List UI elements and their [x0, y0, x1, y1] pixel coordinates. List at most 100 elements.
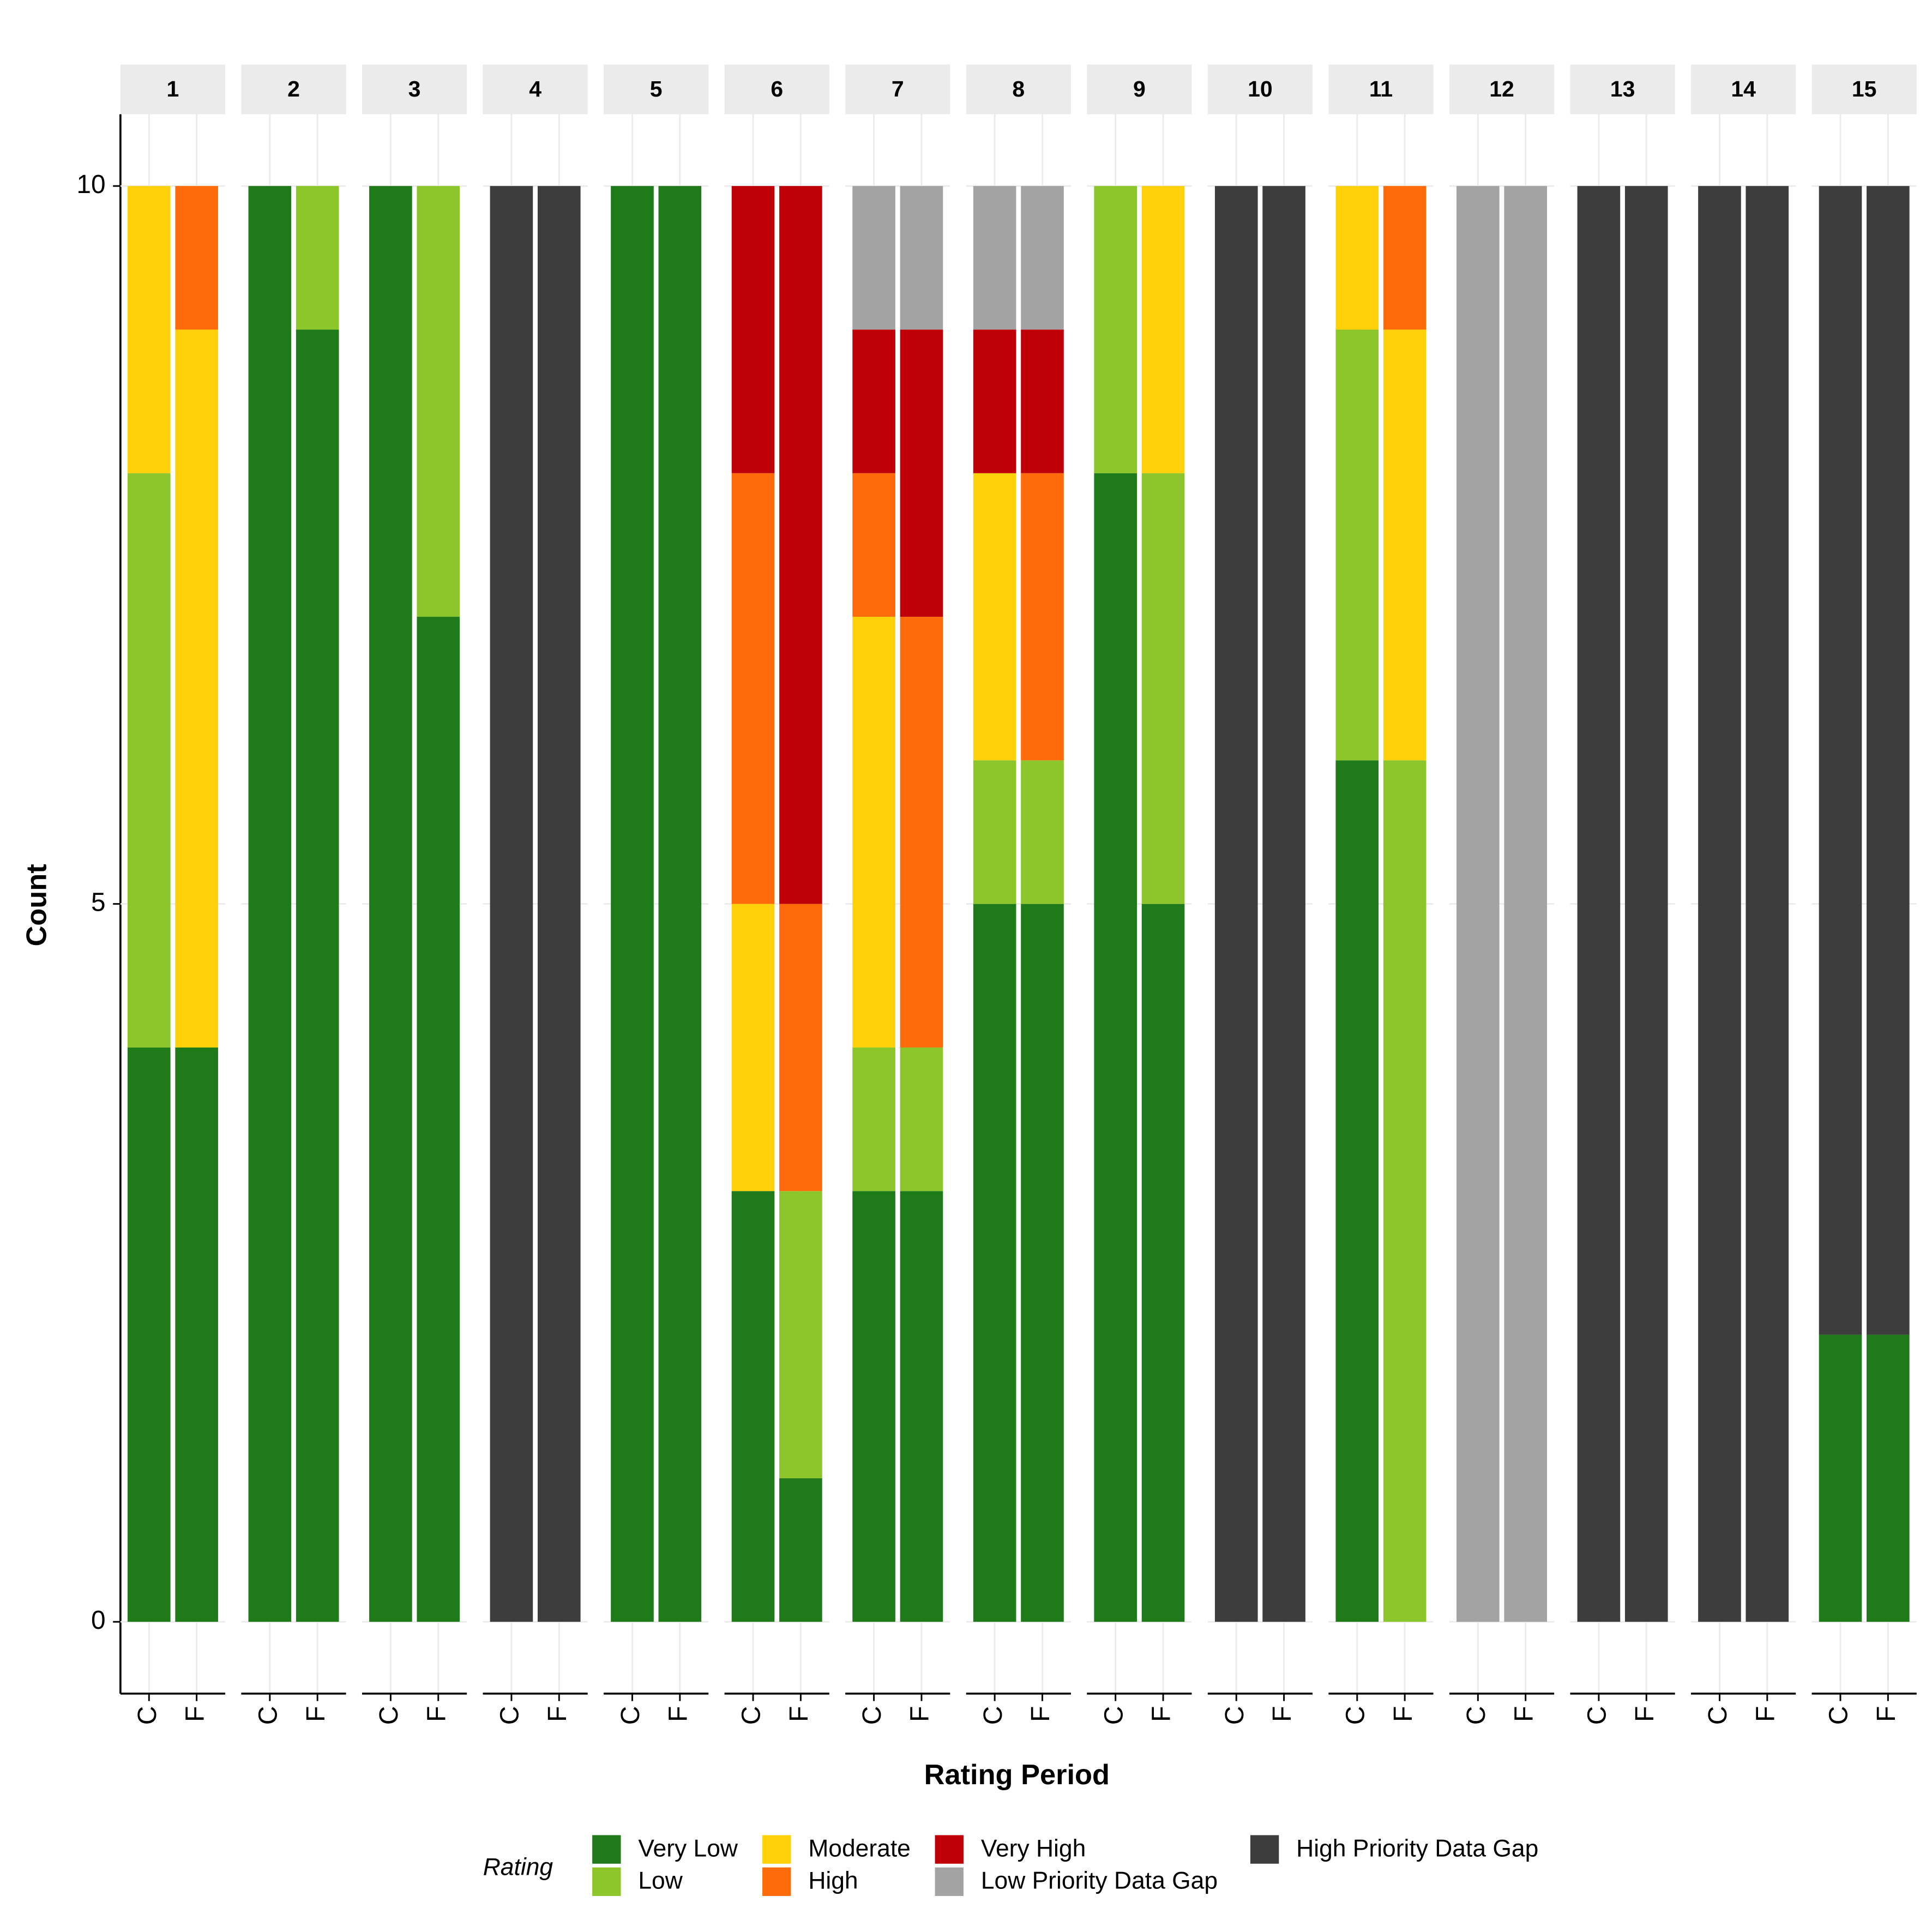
x-tick-label: F — [1147, 1706, 1176, 1722]
strip-label: 1 — [167, 76, 179, 101]
x-tick-label: C — [979, 1706, 1008, 1725]
bar-segment — [852, 473, 895, 617]
strip-label: 10 — [1248, 76, 1273, 101]
x-tick-label: F — [664, 1706, 693, 1722]
bar-segment — [852, 329, 895, 473]
x-tick-label: C — [616, 1706, 645, 1725]
bar-segment — [900, 1047, 943, 1191]
bar-segment — [1021, 473, 1064, 761]
bar-segment — [175, 186, 218, 330]
bar-segment — [175, 329, 218, 1048]
bar-segment — [127, 1047, 171, 1622]
bar-segment — [852, 1047, 895, 1191]
x-tick-label: C — [496, 1706, 525, 1725]
x-tick-label: C — [1462, 1706, 1491, 1725]
bar-segment — [973, 473, 1016, 761]
strip-label: 15 — [1852, 76, 1877, 101]
bar-segment — [731, 473, 775, 904]
bar-segment — [1383, 329, 1427, 761]
x-tick-label: C — [1583, 1706, 1612, 1725]
bar-segment — [1262, 186, 1305, 1622]
bar-segment — [852, 186, 895, 330]
bar-segment — [127, 186, 171, 473]
legend-key — [762, 1835, 791, 1864]
x-axis-title: Rating Period — [924, 1759, 1110, 1791]
x-tick-label: C — [1341, 1706, 1370, 1725]
x-tick-label: F — [1630, 1706, 1659, 1722]
bar-segment — [1698, 186, 1741, 1622]
bar-segment — [1504, 186, 1548, 1622]
strip — [1449, 64, 1555, 115]
x-tick-label: F — [1751, 1706, 1780, 1722]
strip-label: 14 — [1731, 76, 1756, 101]
bar-segment — [369, 186, 412, 1622]
bar-segment — [417, 186, 460, 617]
strip — [966, 64, 1071, 115]
bar-segment — [1141, 904, 1185, 1622]
legend-label: Low — [638, 1868, 683, 1894]
bar-segment — [1335, 186, 1379, 330]
bar-segment — [779, 1478, 822, 1622]
bar-segment — [1094, 186, 1137, 473]
bar-segment — [1141, 473, 1185, 904]
bar-segment — [900, 617, 943, 1048]
strip-label: 12 — [1489, 76, 1514, 101]
bar-segment — [1746, 186, 1789, 1622]
x-tick-label: F — [302, 1706, 330, 1722]
bar-segment — [658, 186, 702, 1622]
bar-segment — [1624, 186, 1668, 1622]
bar-segment — [537, 186, 581, 1622]
bar-segment — [1867, 186, 1910, 1335]
bar-segment — [731, 904, 775, 1191]
bar-segment — [1456, 186, 1500, 1622]
bar-segment — [779, 186, 822, 904]
bar-segment — [1819, 1334, 1862, 1622]
x-tick-label: F — [1268, 1706, 1297, 1722]
strip-label: 2 — [287, 76, 300, 101]
bar-segment — [973, 329, 1016, 473]
legend-label: Moderate — [808, 1835, 911, 1862]
strip-label: 7 — [892, 76, 904, 101]
legend-label: Low Priority Data Gap — [981, 1868, 1218, 1894]
bar-segment — [1383, 186, 1427, 330]
bar-segment — [731, 1191, 775, 1622]
x-tick-label: C — [1825, 1706, 1853, 1725]
bar-segment — [779, 1191, 822, 1478]
bar-segment — [779, 904, 822, 1191]
x-tick-label: C — [133, 1706, 162, 1725]
bar-segment — [1021, 329, 1064, 473]
x-tick-label: F — [1872, 1706, 1901, 1722]
strip-label: 6 — [771, 76, 783, 101]
x-tick-label: F — [1389, 1706, 1418, 1722]
bar-segment — [611, 186, 654, 1622]
bar-segment — [1335, 329, 1379, 761]
bar-segment — [1383, 760, 1427, 1622]
x-tick-label: C — [254, 1706, 282, 1725]
bar-segment — [852, 617, 895, 1048]
y-tick-label: 0 — [91, 1606, 106, 1635]
x-tick-label: F — [906, 1706, 935, 1722]
legend-label: High Priority Data Gap — [1296, 1835, 1538, 1862]
strip-label: 11 — [1369, 76, 1393, 101]
bar-segment — [175, 1047, 218, 1622]
bar-segment — [1141, 186, 1185, 473]
bar-segment — [973, 186, 1016, 330]
legend-label: High — [808, 1868, 858, 1894]
bar-segment — [973, 760, 1016, 904]
legend-key — [935, 1835, 964, 1864]
bar-segment — [1819, 186, 1862, 1335]
strip-label: 9 — [1133, 76, 1146, 101]
bar-segment — [296, 329, 339, 1622]
legend-label: Very High — [981, 1835, 1086, 1862]
bar-segment — [1021, 760, 1064, 904]
x-tick-label: F — [422, 1706, 451, 1722]
x-tick-label: F — [180, 1706, 209, 1722]
bar-segment — [1867, 1334, 1910, 1622]
bar-segment — [248, 186, 292, 1622]
bar-segment — [296, 186, 339, 330]
strip — [362, 64, 467, 115]
x-tick-label: C — [737, 1706, 766, 1725]
legend-key — [592, 1835, 621, 1864]
legend-label: Very Low — [638, 1835, 738, 1862]
